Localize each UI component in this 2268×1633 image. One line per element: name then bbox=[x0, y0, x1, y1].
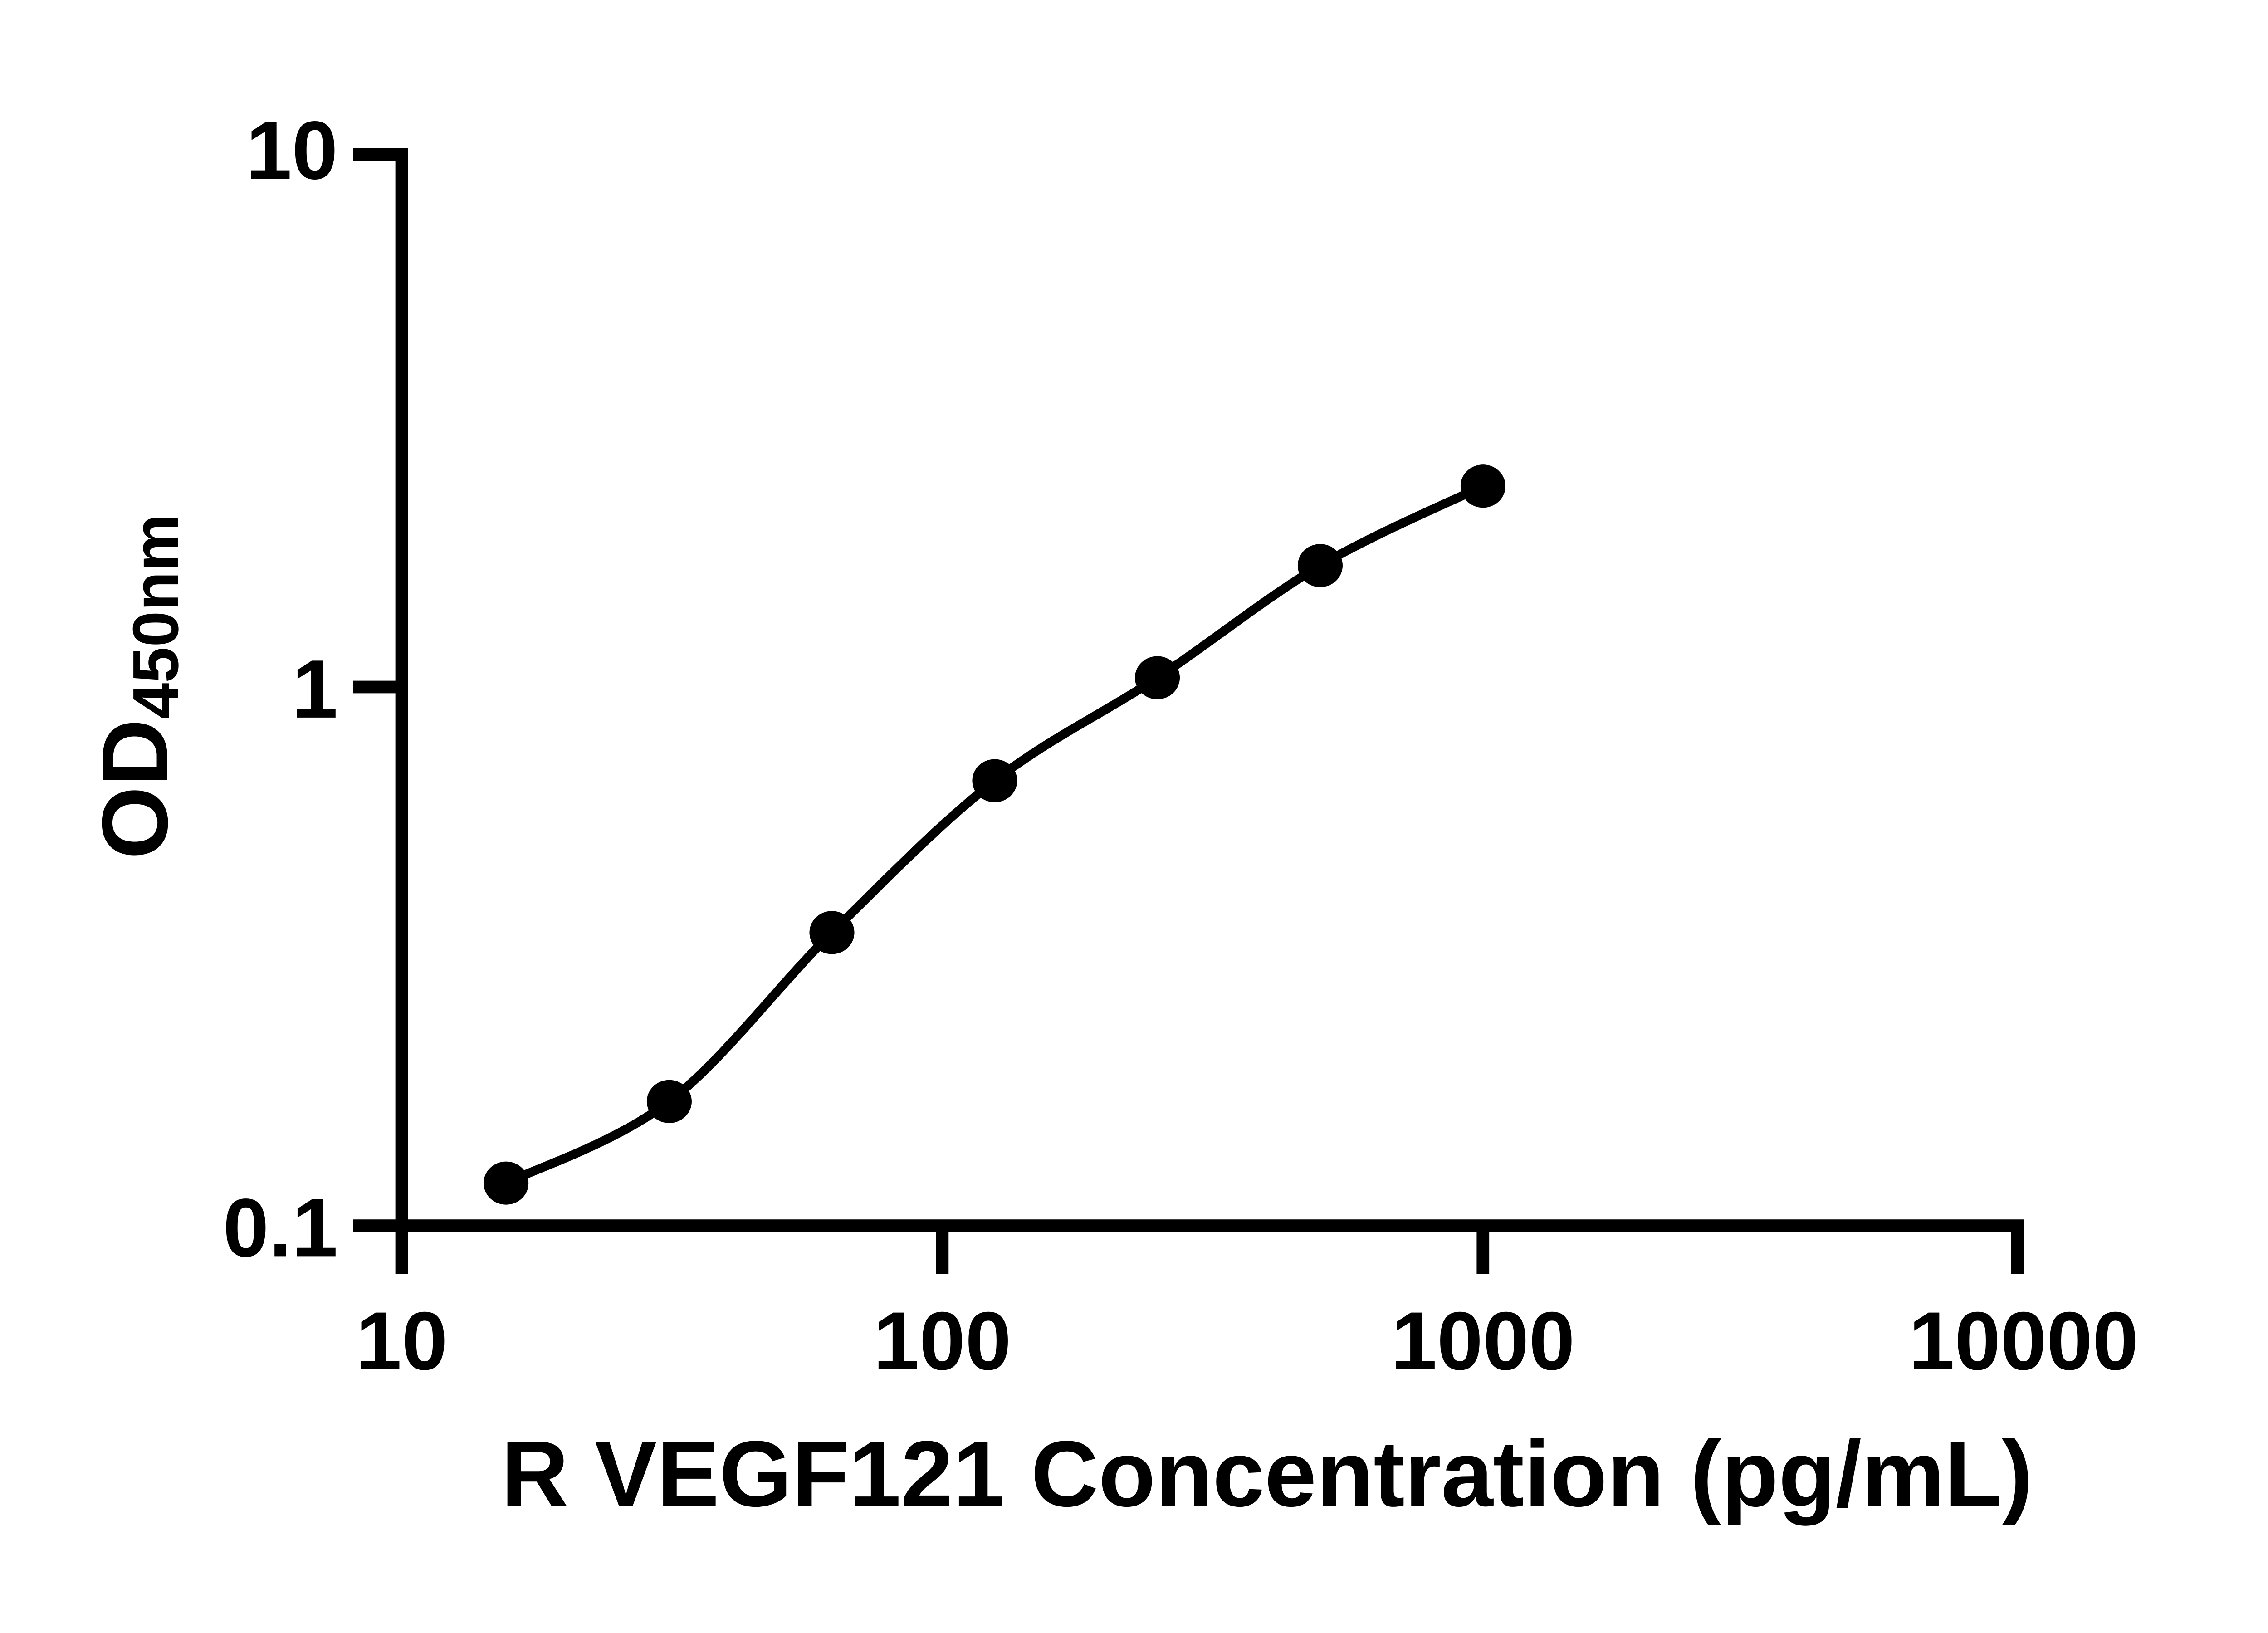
od-subscript-label: 450nm bbox=[120, 514, 192, 719]
data-points-group bbox=[484, 464, 1505, 1205]
od-label: OD bbox=[82, 719, 187, 859]
tick-labels-group: 10 100 1000 10000 0.1 1 10 bbox=[223, 104, 2138, 1387]
fit-curve-group bbox=[504, 482, 1485, 1187]
y-axis-title: OD450nm bbox=[82, 514, 192, 859]
y-tick-label: 1 bbox=[292, 643, 337, 735]
data-point bbox=[1134, 656, 1180, 699]
x-tick-label: 10000 bbox=[1909, 1295, 2139, 1387]
data-point bbox=[1297, 544, 1343, 587]
y-tick-label: 10 bbox=[246, 104, 338, 196]
x-tick-label: 10 bbox=[356, 1295, 448, 1387]
axes-group bbox=[353, 148, 2024, 1275]
x-tick-label: 1000 bbox=[1391, 1295, 1575, 1387]
y-tick-label: 0.1 bbox=[223, 1181, 337, 1274]
data-point bbox=[972, 759, 1017, 802]
data-point bbox=[809, 911, 855, 954]
data-point bbox=[1460, 464, 1505, 508]
fit-curve bbox=[504, 482, 1485, 1187]
x-axis-title: R VEGF121 Concentration (pg/mL) bbox=[501, 1421, 2033, 1526]
x-tick-label: 100 bbox=[873, 1295, 1011, 1387]
data-point bbox=[484, 1161, 529, 1205]
data-point bbox=[646, 1080, 692, 1123]
